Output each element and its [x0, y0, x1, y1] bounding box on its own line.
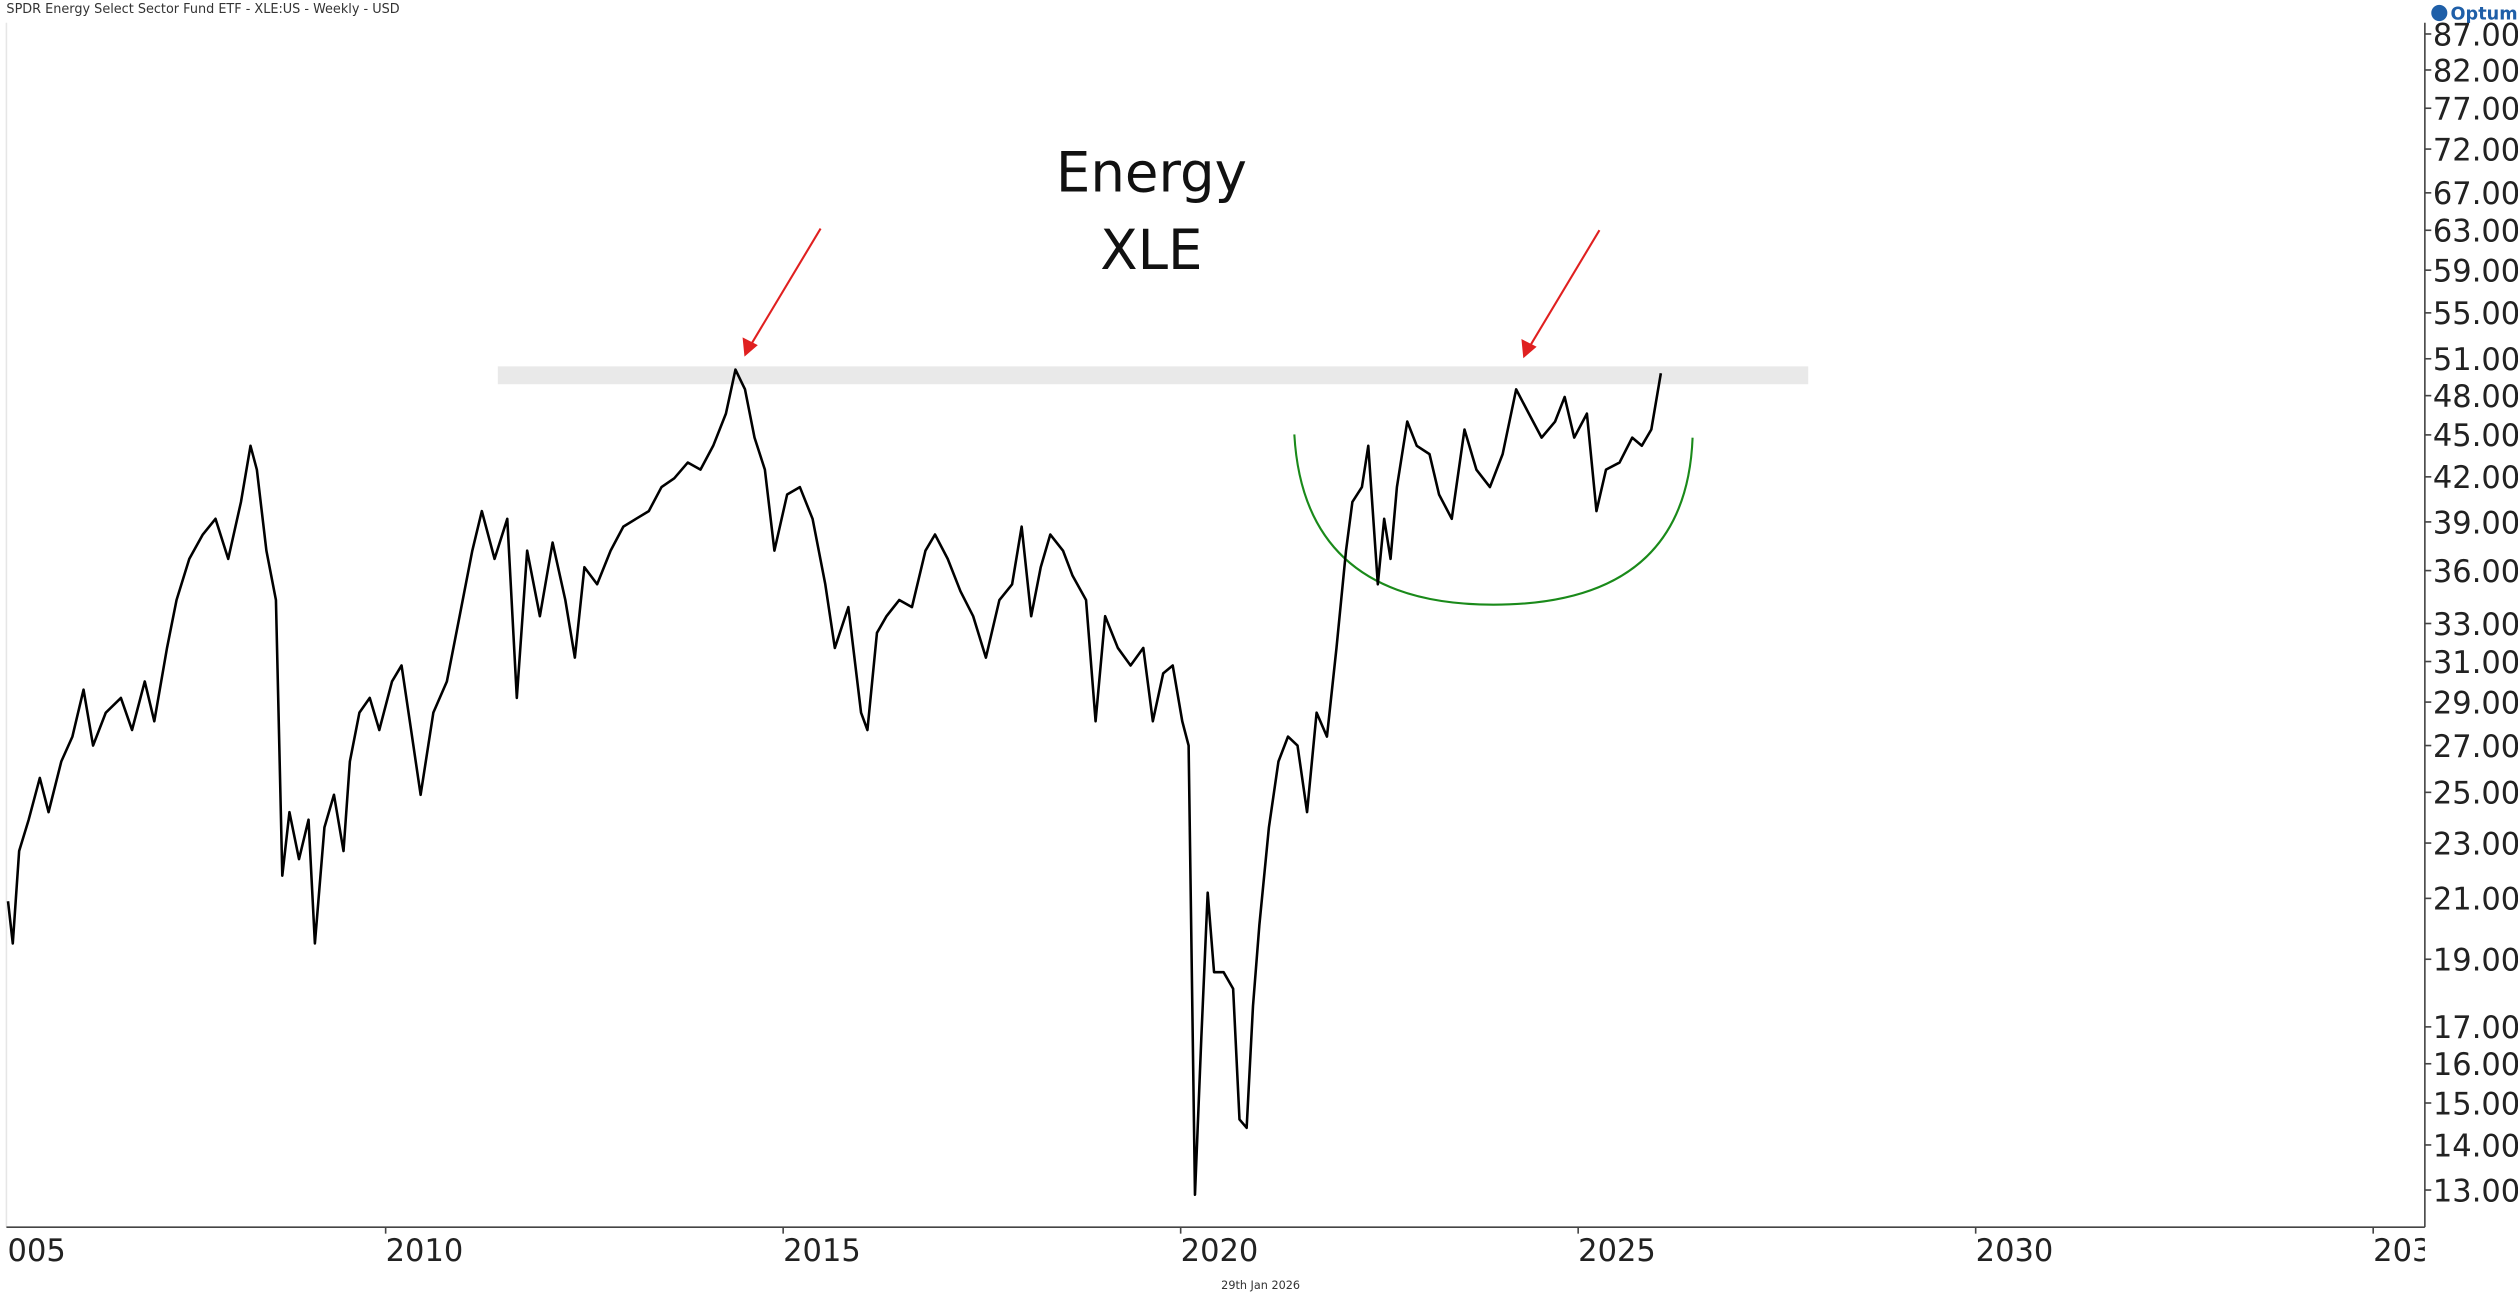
resistance-band — [497, 366, 1809, 385]
arrow — [750, 228, 822, 345]
x-tick-label: 2015 — [783, 1234, 861, 1269]
y-tick-label: 39.000 — [2433, 506, 2518, 541]
annotation: XLE — [1100, 218, 1202, 282]
y-tick-label: 19.000 — [2433, 943, 2518, 978]
x-tick-label: 2010 — [386, 1234, 464, 1269]
y-tick-label: 33.000 — [2433, 608, 2518, 643]
x-tick-label: 2005 — [0, 1234, 66, 1269]
y-tick-label: 17.000 — [2433, 1011, 2518, 1046]
y-tick-label: 21.000 — [2433, 883, 2518, 918]
y-tick-label: 51.000 — [2433, 343, 2518, 378]
y-tick-label: 59.000 — [2433, 254, 2518, 289]
y-tick-label: 48.000 — [2433, 380, 2518, 415]
date-label: 29th Jan 2026 — [1221, 1279, 1300, 1292]
y-tick-label: 36.000 — [2433, 555, 2518, 590]
y-tick-label: 25.000 — [2433, 777, 2518, 812]
x-axis: 2005 2010 2015 2020 2025 2030 2035 — [0, 1227, 2451, 1269]
y-tick-label: 87.000 — [2433, 18, 2518, 53]
y-tick-label: 72.000 — [2433, 133, 2518, 168]
logo-icon — [2431, 4, 2448, 22]
logo: Optuma — [2451, 4, 2518, 24]
price-line — [6, 368, 1663, 1197]
arrow-head — [1521, 339, 1537, 359]
y-tick-label: 67.000 — [2433, 177, 2518, 212]
y-tick-label: 16.000 — [2433, 1048, 2518, 1083]
y-tick-label: 29.000 — [2433, 686, 2518, 721]
y-tick-label: 15.000 — [2433, 1087, 2518, 1122]
y-tick-label: 23.000 — [2433, 827, 2518, 862]
y-tick-label: 14.000 — [2433, 1129, 2518, 1164]
x-tick-label: 2030 — [1976, 1234, 2054, 1269]
x-tick-label: 2035 — [2373, 1234, 2451, 1269]
y-tick-label: 13.000 — [2433, 1174, 2518, 1209]
chart-title: SPDR Energy Select Sector Fund ETF - XLE… — [6, 2, 399, 17]
x-tick-label: 2020 — [1181, 1234, 1259, 1269]
arrows — [742, 228, 1601, 359]
y-tick-label: 55.000 — [2433, 297, 2518, 332]
y-tick-label: 42.000 — [2433, 461, 2518, 496]
y-tick-label: 77.000 — [2433, 92, 2518, 127]
arrow — [1529, 229, 1601, 346]
arrow-head — [742, 337, 758, 357]
y-tick-label: 63.000 — [2433, 214, 2518, 249]
y-tick-label: 82.000 — [2433, 54, 2518, 89]
y-tick-label: 45.000 — [2433, 419, 2518, 454]
x-tick-label: 2025 — [1578, 1234, 1656, 1269]
annotation: Energy — [1056, 140, 1247, 204]
y-tick-label: 27.000 — [2433, 730, 2518, 765]
base-arc — [1293, 434, 1694, 606]
y-tick-label: 31.000 — [2433, 646, 2518, 681]
